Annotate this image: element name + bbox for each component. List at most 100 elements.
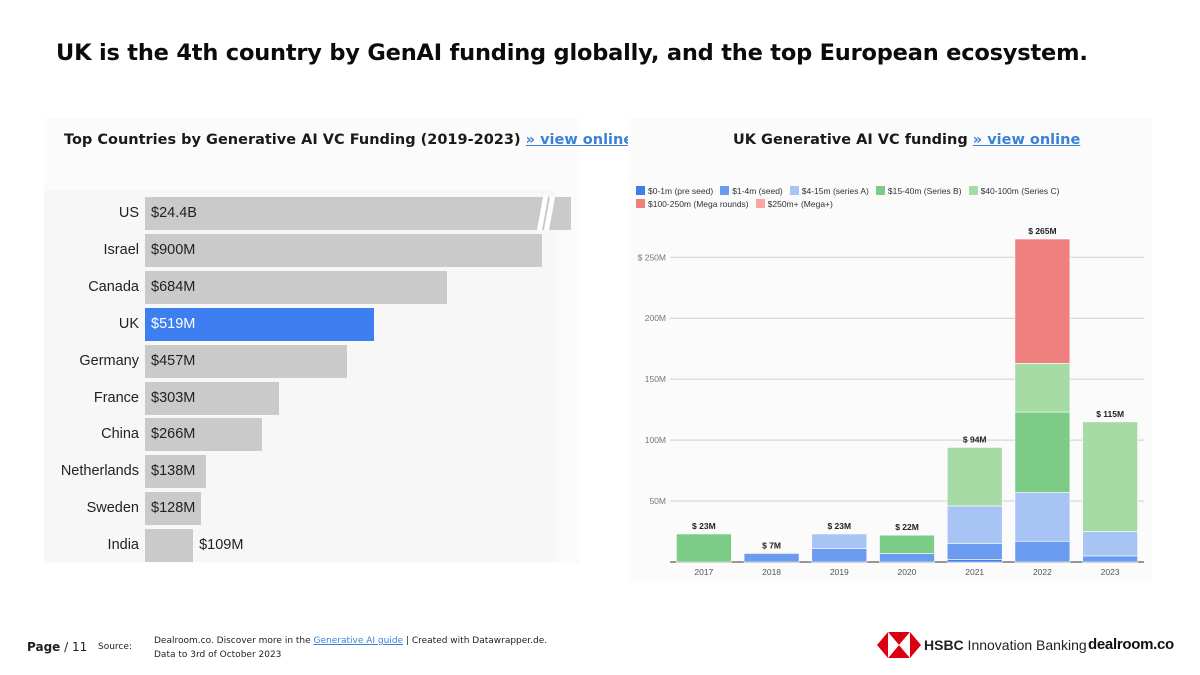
- legend-swatch: [789, 186, 799, 195]
- y-tick-label: 50M: [649, 496, 666, 506]
- x-tick-label: 2017: [694, 567, 713, 577]
- bar-uk: [145, 307, 374, 341]
- bar-value-israel: $900M: [151, 241, 196, 258]
- x-tick-label: 2021: [965, 567, 984, 577]
- right-chart-title: UK Generative AI VC funding » view onlin…: [733, 132, 1080, 148]
- total-label: $ 265M: [1028, 226, 1056, 236]
- bar-netherlands: [145, 455, 206, 489]
- uk-funding-stacked-chart: 50M 100M 150M 200M $ 250M $ 23M 2017 $ 7M 2018 $ …: [638, 226, 1144, 577]
- source-text-2: | Created with Datawrapper.de.: [403, 636, 548, 646]
- legend-swatch: [636, 186, 645, 195]
- total-label: $ 23M: [827, 521, 851, 531]
- right-chart-title-text: UK Generative AI VC funding: [733, 132, 968, 148]
- x-tick-label: 2020: [898, 567, 917, 577]
- hsbc-brand: HSBC Innovation Banking: [924, 637, 1087, 653]
- legend-swatch: [755, 199, 765, 208]
- bar-france: [145, 381, 279, 415]
- bar-sweden: [145, 492, 202, 526]
- bar-value-us: $24.4B: [151, 205, 197, 221]
- stacked-segment: [811, 548, 868, 563]
- left-view-online-link[interactable]: » view online: [525, 132, 634, 148]
- stacked-segment: [946, 559, 1003, 563]
- bar-value-china: $266M: [151, 426, 196, 443]
- hsbc-logo-icon: [877, 632, 921, 658]
- legend-label: $40-100m (Series C): [980, 186, 1060, 196]
- y-tick-label: 100M: [645, 435, 666, 445]
- bar-canada: [145, 270, 447, 304]
- legend-label: $250m+ (Mega+): [767, 199, 833, 209]
- bar-label-germany: Germany: [79, 352, 139, 369]
- legend-label: $4-15m (series A): [801, 186, 869, 196]
- bar-label-israel: Israel: [103, 241, 139, 258]
- bar-label-france: France: [93, 389, 139, 406]
- legend-item: $4-15m (series A): [789, 185, 869, 198]
- total-label: $ 22M: [895, 522, 919, 532]
- hsbc-rest: Innovation Banking: [963, 637, 1087, 653]
- source-label: Source:: [98, 642, 132, 652]
- stacked-segment: [1082, 531, 1138, 557]
- stacked-segment: [811, 533, 868, 549]
- bar-label-india: India: [107, 537, 139, 554]
- stacked-segment: [1014, 492, 1071, 542]
- stacked-segment: [879, 534, 935, 554]
- legend-item: $100-250m (Mega rounds): [636, 198, 749, 211]
- legend-swatch: [875, 186, 885, 195]
- source-text: Dealroom.co. Discover more in the Genera…: [154, 634, 547, 662]
- total-label: $ 94M: [963, 434, 987, 444]
- legend-label: $0-1m (pre seed): [648, 186, 714, 196]
- axis-break-icon: [537, 197, 555, 230]
- y-tick-label: $ 250M: [638, 252, 666, 262]
- stacked-segment: [879, 553, 935, 563]
- legend-label: $15-40m (Series B): [887, 186, 962, 196]
- page-title: UK is the 4th country by GenAI funding g…: [56, 40, 1088, 66]
- total-label: $ 115M: [1096, 409, 1124, 419]
- source-guide-link[interactable]: Generative AI guide: [313, 636, 404, 646]
- bar-china: [145, 418, 263, 452]
- bar-value-uk: $519M: [151, 315, 196, 332]
- bar-label-uk: UK: [118, 315, 139, 332]
- y-tick-label: 150M: [645, 374, 666, 384]
- stacked-segment: [1014, 238, 1071, 364]
- page-label: Page: [27, 640, 61, 654]
- legend-swatch: [720, 186, 730, 195]
- legend-item: $250m+ (Mega+): [755, 198, 833, 211]
- legend-item: $0-1m (pre seed): [636, 185, 713, 198]
- bar-label-canada: Canada: [88, 278, 139, 295]
- stacked-segment: [676, 533, 732, 563]
- bar-germany: [145, 344, 347, 378]
- bar-israel: [145, 233, 542, 267]
- bar-label-us: US: [118, 205, 139, 221]
- bar-value-canada: $684M: [151, 278, 196, 295]
- bar-label-sweden: Sweden: [86, 500, 139, 517]
- bar-value-india: $109M: [199, 537, 244, 554]
- legend-label: $1-4m (seed): [732, 186, 783, 196]
- bar-india: [145, 529, 194, 563]
- stacked-segment: [946, 543, 1003, 560]
- source-text-1: Dealroom.co. Discover more in the: [154, 636, 314, 646]
- stacked-segment: [946, 447, 1003, 507]
- bar-label-china: China: [101, 426, 139, 443]
- x-tick-label: 2023: [1101, 567, 1120, 577]
- right-view-online-link[interactable]: » view online: [972, 132, 1081, 148]
- legend-label: $100-250m (Mega rounds): [648, 199, 749, 209]
- x-tick-label: 2022: [1033, 567, 1052, 577]
- x-tick-label: 2018: [762, 567, 781, 577]
- legend-item: $1-4m (seed): [720, 185, 783, 198]
- dealroom-logo: dealroom.co: [1088, 636, 1174, 653]
- stacked-segment: [946, 505, 1003, 545]
- total-label: $ 23M: [692, 521, 716, 531]
- bar-value-sweden: $128M: [151, 500, 196, 517]
- stacked-chart-legend: $0-1m (pre seed) $1-4m (seed) $4-15m (seri…: [636, 185, 1156, 211]
- bar-us: [145, 197, 571, 230]
- page-number: Page / 11: [27, 640, 87, 654]
- legend-swatch: [636, 199, 645, 208]
- stacked-segment: [743, 553, 800, 563]
- y-tick-label: 200M: [645, 313, 666, 323]
- legend-swatch: [968, 186, 978, 195]
- bar-value-netherlands: $138M: [151, 463, 196, 480]
- bar-value-germany: $457M: [151, 352, 196, 369]
- stacked-segment: [1014, 540, 1071, 563]
- hsbc-bold: HSBC: [924, 637, 964, 653]
- bar-value-france: $303M: [151, 389, 196, 406]
- stacked-segment: [1082, 555, 1138, 563]
